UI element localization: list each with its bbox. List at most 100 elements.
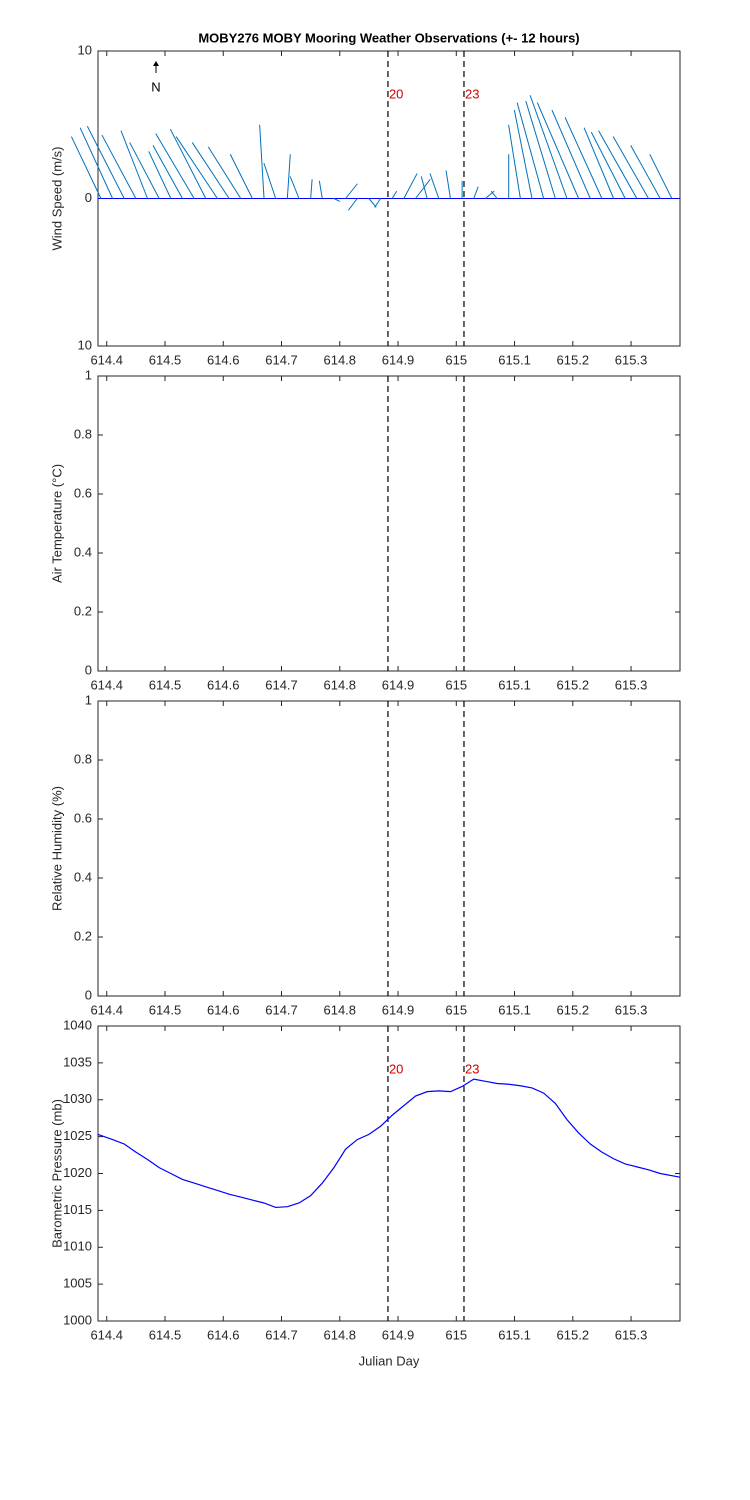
wind-stick (345, 183, 358, 199)
y-tick-label: 0.2 (74, 928, 92, 943)
wind-stick (286, 154, 291, 199)
wind-stick (403, 173, 418, 199)
wind-stick (347, 198, 358, 211)
x-tick-label: 615 (445, 1002, 467, 1017)
pressure-line (97, 1078, 681, 1209)
wind-stick (445, 170, 451, 199)
wind-stick (590, 131, 626, 199)
wind-stick (649, 154, 673, 199)
wind-stick (374, 198, 381, 208)
y-tick-label: 0.6 (74, 810, 92, 825)
y-tick-label: 10 (78, 42, 92, 57)
marker-label: 23 (465, 1062, 479, 1077)
chart-title: MOBY276 MOBY Mooring Weather Observation… (198, 30, 579, 45)
marker-label: 23 (465, 87, 479, 102)
wind-stick (415, 179, 431, 199)
wind-stick (420, 176, 428, 199)
wind-stick (536, 102, 580, 199)
north-arrow-head (153, 61, 159, 66)
wind-stick (101, 134, 137, 199)
wind-stick (207, 146, 242, 199)
y-tick-label: 1040 (63, 1017, 92, 1032)
wind-stick (529, 95, 568, 199)
y-tick-label: 0.2 (74, 603, 92, 618)
axes-box (97, 375, 681, 672)
x-tick-label: 614.6 (207, 1002, 240, 1017)
y-tick-label: 1035 (63, 1054, 92, 1069)
wind-stick (289, 176, 300, 199)
wind-stick (86, 125, 125, 199)
x-tick-label: 615.2 (557, 1327, 590, 1342)
x-tick-label: 614.7 (265, 1002, 298, 1017)
y-tick-label: 0 (85, 190, 92, 205)
wind-stick (612, 136, 649, 199)
x-tick-label: 614.6 (207, 352, 240, 367)
wind-stick (564, 117, 603, 199)
x-tick-label: 614.5 (149, 1327, 182, 1342)
x-tick-label: 614.5 (149, 352, 182, 367)
x-tick-label: 615 (445, 352, 467, 367)
wind-stick (391, 190, 398, 199)
x-tick-label: 615.3 (615, 352, 648, 367)
wind-stick (79, 127, 114, 199)
axes-box (97, 700, 681, 997)
y-tick-label: 0 (85, 662, 92, 677)
x-tick-label: 615.1 (498, 677, 531, 692)
wind-stick (318, 180, 323, 199)
x-tick-label: 614.8 (323, 677, 356, 692)
wind-stick (148, 151, 172, 199)
wind-stick (551, 109, 591, 199)
x-tick-label: 614.6 (207, 677, 240, 692)
x-tick-label: 615.2 (557, 1002, 590, 1017)
wind-stick (516, 102, 545, 199)
y-tick-label: 1010 (63, 1239, 92, 1254)
y-tick-label: 1005 (63, 1276, 92, 1291)
x-tick-label: 615.3 (615, 677, 648, 692)
marker-label: 20 (389, 1062, 403, 1077)
x-tick-label: 615 (445, 1327, 467, 1342)
wind-stick (120, 130, 148, 199)
wind-stick (598, 130, 638, 199)
y-tick-label: 1 (85, 367, 92, 382)
wind-stick (630, 145, 661, 199)
x-tick-label: 615.3 (615, 1002, 648, 1017)
wind-stick (229, 154, 253, 199)
y-tick-label: 10 (78, 337, 92, 352)
y-axis-label: Air Temperature (°C) (49, 464, 64, 583)
y-tick-label: 1000 (63, 1312, 92, 1327)
marker-label: 20 (389, 87, 403, 102)
x-tick-label: 614.7 (265, 352, 298, 367)
y-tick-label: 0 (85, 987, 92, 1002)
x-tick-label: 614.4 (90, 677, 123, 692)
x-tick-label: 614.9 (382, 1327, 415, 1342)
x-tick-label: 614.4 (90, 1327, 123, 1342)
x-tick-label: 614.5 (149, 677, 182, 692)
wind-stick (169, 128, 207, 199)
x-tick-label: 614.6 (207, 1327, 240, 1342)
y-tick-label: 1 (85, 692, 92, 707)
wind-stick (508, 124, 521, 199)
x-tick-label: 615.1 (498, 352, 531, 367)
x-tick-label: 614.4 (90, 1002, 123, 1017)
wind-stick (490, 190, 498, 199)
x-tick-label: 614.9 (382, 677, 415, 692)
wind-stick (129, 142, 160, 199)
y-axis-label: Wind Speed (m/s) (49, 146, 64, 250)
x-tick-label: 614.4 (90, 352, 123, 367)
y-tick-label: 0.4 (74, 869, 92, 884)
wind-stick (259, 124, 265, 199)
x-tick-label: 614.7 (265, 677, 298, 692)
x-tick-label: 614.8 (323, 1327, 356, 1342)
x-tick-label: 615.2 (557, 677, 590, 692)
north-label: N (151, 79, 160, 94)
wind-stick (175, 136, 218, 199)
x-tick-label: 615.2 (557, 352, 590, 367)
wind-stick (152, 145, 183, 199)
x-tick-label: 614.8 (323, 352, 356, 367)
wind-stick (429, 173, 440, 199)
x-tick-label: 615.3 (615, 1327, 648, 1342)
x-tick-label: 614.8 (323, 1002, 356, 1017)
x-tick-label: 614.5 (149, 1002, 182, 1017)
